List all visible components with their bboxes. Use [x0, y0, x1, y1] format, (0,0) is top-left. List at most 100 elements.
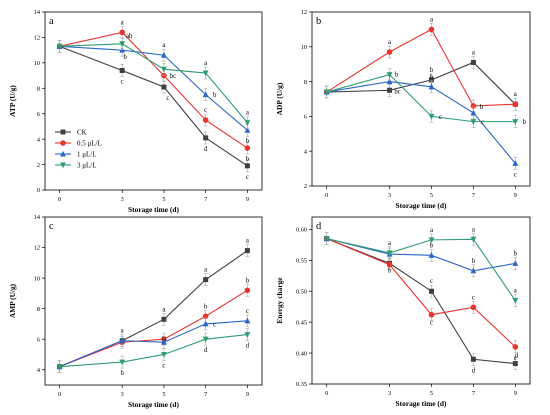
y-tick-label: 8	[37, 85, 40, 92]
significance-label: c	[439, 114, 442, 121]
plot-frame	[311, 11, 531, 187]
x-tick-label: 9	[246, 196, 249, 203]
marker-triangle-down	[386, 250, 393, 257]
significance-label: a	[472, 49, 475, 56]
significance-label: c	[162, 362, 165, 369]
significance-label: d	[204, 146, 208, 153]
y-tick-label: 10	[34, 275, 40, 282]
series-line	[59, 45, 248, 131]
marker-circle	[60, 140, 66, 146]
plot-frame	[44, 11, 263, 191]
significance-label: a	[430, 227, 433, 234]
marker-triangle-up	[244, 317, 251, 324]
marker-square	[512, 361, 518, 367]
series-line	[326, 238, 516, 301]
y-tick-label: 0.40	[296, 350, 307, 357]
marker-triangle-up	[161, 51, 167, 58]
marker-triangle-down	[512, 119, 519, 125]
significance-label: d	[246, 343, 250, 350]
series-line	[59, 320, 248, 368]
significance-label: b	[395, 72, 399, 79]
y-tick-label: 12	[34, 35, 40, 42]
y-tick-label: 0.45	[296, 319, 307, 326]
x-tick-label: 5	[162, 196, 165, 203]
y-tick-label: 2	[304, 183, 307, 190]
y-tick-label: 6	[37, 336, 40, 343]
marker-triangle-up	[202, 320, 209, 327]
legend-label: 0.5 μL/L	[77, 140, 102, 148]
x-tick-label: 9	[514, 390, 517, 397]
significance-label: c	[166, 95, 169, 102]
y-tick-label: 14	[34, 9, 41, 16]
marker-circle	[386, 261, 393, 268]
x-tick-label: 0	[58, 391, 61, 398]
series-line	[326, 74, 516, 123]
marker-triangle-up	[386, 78, 393, 85]
marker-triangle-up	[244, 126, 251, 133]
significance-label: a	[514, 91, 517, 98]
x-tick-label: 5	[162, 391, 165, 398]
marker-square	[161, 84, 167, 90]
marker-circle	[470, 304, 477, 311]
panel-a: 0 3 5 7 9 0 2 4 6 8 10 12 14 Storage time (d) ATP (U/g…	[8, 9, 263, 214]
significance-label: b	[120, 370, 124, 377]
x-tick-label: 0	[325, 192, 328, 199]
series-line	[59, 31, 248, 149]
significance-label: ab	[126, 33, 133, 40]
significance-label: b	[430, 74, 434, 81]
marker-triangle-down	[244, 332, 251, 338]
marker-triangle-down	[512, 298, 519, 304]
marker-circle	[244, 287, 251, 294]
x-tick-label: 7	[472, 390, 475, 397]
marker-square	[470, 356, 476, 362]
significance-label: c	[472, 294, 475, 301]
marker-triangle-down	[386, 72, 393, 78]
marker-circle	[512, 101, 519, 108]
y-axis-title: Energy charge	[275, 277, 284, 324]
marker-square	[244, 248, 250, 254]
significance-label: a	[121, 328, 124, 335]
significance-label: a	[430, 16, 433, 23]
marker-circle	[428, 311, 435, 318]
marker-triangle-down	[119, 41, 126, 48]
x-axis-title: Storage time (d)	[396, 201, 447, 210]
marker-triangle-down	[60, 162, 66, 169]
significance-label: c	[246, 308, 249, 315]
marker-triangle-down	[323, 236, 330, 242]
significance-label: a	[162, 42, 165, 49]
marker-triangle-down	[56, 43, 63, 50]
significance-label: a	[204, 267, 207, 274]
y-tick-label: 8	[304, 79, 307, 86]
marker-square	[161, 316, 167, 322]
significance-label: b	[480, 104, 484, 111]
significance-label: a	[388, 39, 391, 46]
marker-triangle-up	[60, 150, 66, 157]
marker-circle	[470, 103, 477, 109]
significance-label: c	[204, 107, 207, 114]
significance-label: a	[514, 288, 517, 295]
plot-frame	[44, 216, 263, 386]
marker-triangle-down	[244, 120, 251, 126]
x-tick-label: 3	[121, 196, 124, 203]
marker-triangle-up	[202, 91, 209, 98]
marker-square	[428, 77, 434, 83]
panel-letter: b	[316, 16, 321, 27]
marker-triangle-up	[470, 267, 477, 274]
x-tick-label: 0	[325, 390, 328, 397]
x-axis-title: Storage time (d)	[128, 400, 179, 409]
significance-label: a	[121, 19, 124, 26]
significance-label: b	[123, 54, 127, 61]
marker-triangle-down	[161, 66, 167, 73]
marker-triangle-down	[161, 351, 167, 358]
significance-label: a	[246, 110, 249, 117]
y-tick-label: 10	[34, 60, 40, 67]
marker-triangle-down	[428, 113, 435, 120]
x-tick-label: 9	[246, 391, 249, 398]
significance-label: b	[246, 156, 250, 163]
y-tick-label: 4	[304, 148, 308, 155]
series-0: c c d c	[57, 40, 250, 181]
significance-label: bc	[170, 73, 176, 80]
significance-label: c	[430, 278, 433, 285]
marker-square	[119, 67, 125, 73]
